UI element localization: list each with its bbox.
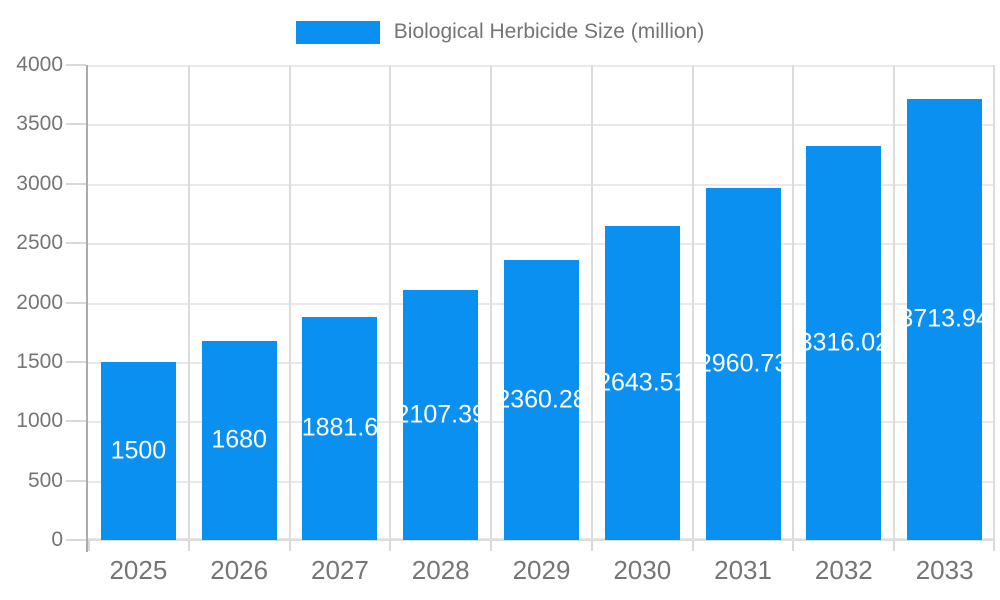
y-tick bbox=[66, 479, 86, 482]
legend-swatch-icon bbox=[295, 20, 380, 44]
x-gridline bbox=[590, 65, 593, 540]
x-tick bbox=[590, 540, 593, 551]
y-tick-label: 0 bbox=[51, 528, 63, 551]
bar-value-label: 3316.02 bbox=[806, 328, 881, 357]
x-tick-label: 2031 bbox=[714, 555, 772, 585]
x-gridline bbox=[187, 65, 190, 540]
y-tick bbox=[66, 360, 86, 363]
x-tick bbox=[893, 540, 896, 551]
x-gridline bbox=[792, 65, 795, 540]
bar-value-label: 1500 bbox=[110, 436, 167, 465]
x-axis-line bbox=[88, 539, 995, 541]
x-gridline bbox=[389, 65, 392, 540]
bar-value-label: 2960.73 bbox=[706, 349, 781, 378]
legend-item[interactable]: Biological Herbicide Size (million) bbox=[0, 17, 1000, 47]
y-tick bbox=[66, 242, 86, 245]
x-tick-label: 2032 bbox=[814, 555, 873, 585]
y-tick bbox=[66, 64, 86, 66]
x-tick bbox=[993, 540, 995, 551]
x-tick-label: 2025 bbox=[109, 555, 168, 585]
x-tick-label: 2033 bbox=[915, 555, 974, 585]
x-gridline bbox=[288, 65, 291, 540]
x-tick bbox=[187, 540, 190, 551]
y-tick-label: 3500 bbox=[16, 112, 63, 136]
x-tick-label: 2029 bbox=[512, 555, 571, 585]
x-gridline bbox=[993, 65, 995, 540]
y-gridline bbox=[88, 124, 995, 127]
bar-value-label: 2643.51 bbox=[605, 368, 680, 397]
y-axis-line bbox=[86, 65, 88, 552]
bar: 2107.39 bbox=[403, 289, 479, 540]
x-gridline bbox=[691, 65, 694, 540]
x-tick bbox=[88, 540, 90, 551]
bar-value-label: 2107.39 bbox=[403, 400, 478, 429]
y-gridline bbox=[88, 183, 995, 186]
bar-value-label: 1881.6 bbox=[302, 413, 378, 442]
y-tick-label: 1000 bbox=[16, 409, 63, 433]
y-tick bbox=[66, 182, 86, 185]
bar-value-label: 1680 bbox=[211, 425, 267, 454]
x-tick-label: 2026 bbox=[210, 555, 269, 585]
bar: 2960.73 bbox=[705, 188, 781, 540]
x-tick bbox=[691, 540, 694, 551]
x-tick-label: 2027 bbox=[311, 555, 369, 585]
plot-area: 0 500 1000 1500 2000 2500 3000 3500 4000 1500 2025… bbox=[16, 53, 995, 585]
y-tick-label: 4000 bbox=[16, 53, 63, 76]
x-tick bbox=[490, 540, 493, 551]
x-tick bbox=[288, 540, 291, 551]
y-tick bbox=[66, 301, 86, 304]
y-tick bbox=[66, 123, 86, 126]
bar: 2643.51 bbox=[604, 226, 680, 540]
y-tick-label: 2000 bbox=[16, 290, 63, 314]
bar: 3316.02 bbox=[806, 146, 882, 540]
bar-value-label: 2360.28 bbox=[504, 385, 579, 414]
x-gridline bbox=[893, 65, 896, 540]
bar: 3713.94 bbox=[907, 98, 983, 540]
y-tick-label: 1500 bbox=[16, 349, 63, 373]
legend-label: Biological Herbicide Size (million) bbox=[393, 20, 705, 43]
bar: 2360.28 bbox=[504, 259, 579, 540]
bar-value-label: 3713.94 bbox=[907, 304, 982, 333]
x-tick-label: 2030 bbox=[613, 555, 672, 585]
y-tick bbox=[66, 420, 86, 423]
bar: 1500 bbox=[100, 361, 176, 540]
y-gridline bbox=[88, 65, 995, 67]
x-tick-label: 2028 bbox=[411, 555, 470, 585]
bar: 1680 bbox=[201, 340, 277, 540]
y-tick-label: 3000 bbox=[16, 171, 63, 195]
y-tick bbox=[66, 539, 86, 541]
x-tick bbox=[792, 540, 795, 551]
x-tick bbox=[389, 540, 392, 551]
y-tick-label: 2500 bbox=[16, 231, 63, 255]
y-tick-label: 500 bbox=[27, 468, 63, 492]
bar: 1881.6 bbox=[302, 316, 378, 540]
y-gridline bbox=[88, 243, 995, 246]
x-gridline bbox=[490, 65, 493, 540]
